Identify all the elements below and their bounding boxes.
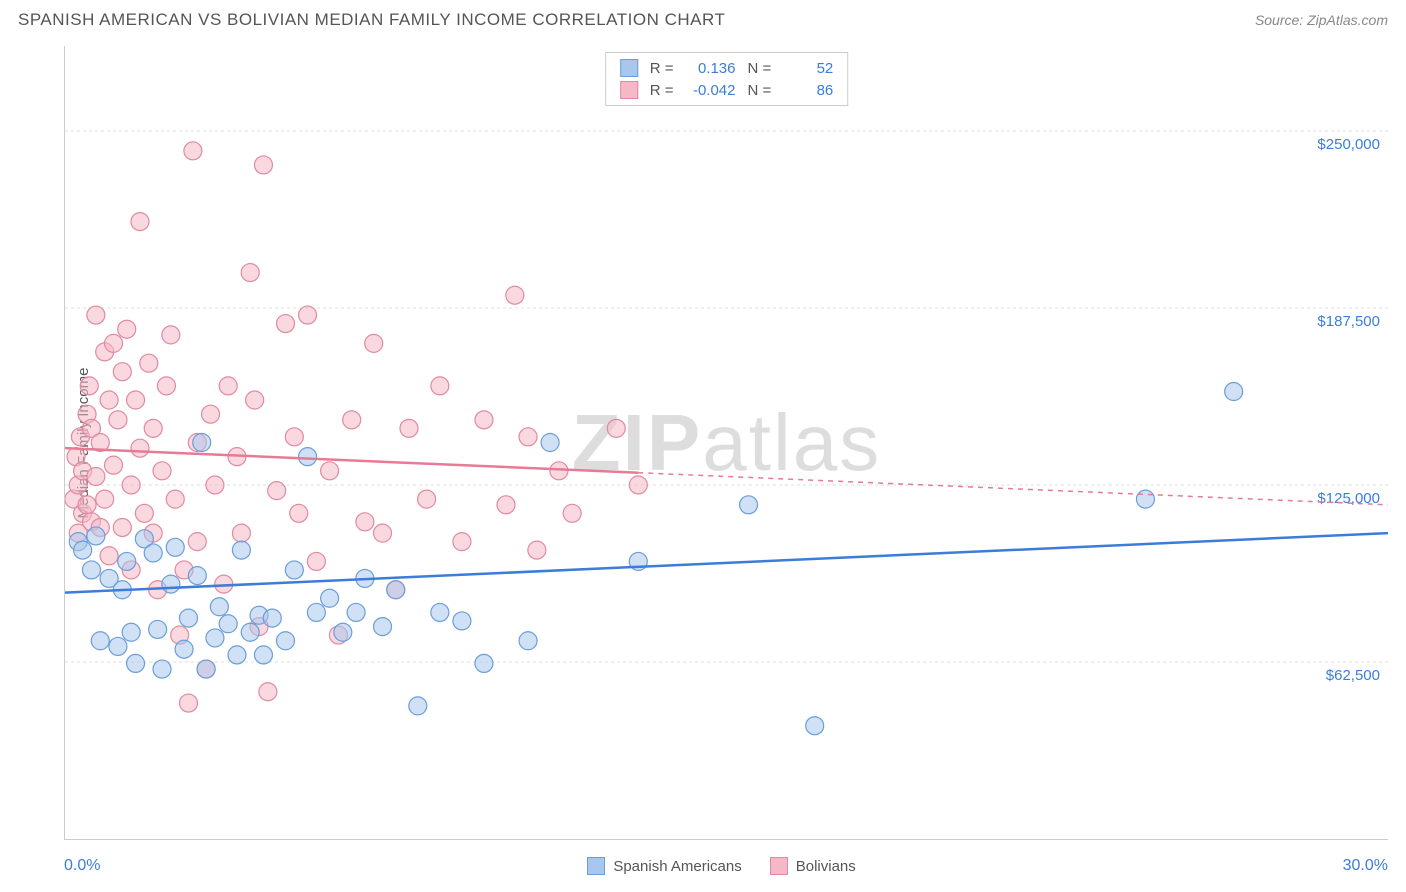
legend-swatch-icon [620,81,638,99]
source-attribution: Source: ZipAtlas.com [1255,12,1388,28]
header: SPANISH AMERICAN VS BOLIVIAN MEDIAN FAMI… [0,0,1406,36]
legend-swatch-icon [587,857,605,875]
legend-swatch-icon [770,857,788,875]
stats-row: R = -0.042 N = 86 [620,79,834,101]
plot-area: ZIPatlas R = 0.136 N = 52 R = -0.042 N =… [64,46,1388,840]
legend-label: Bolivians [796,858,856,875]
svg-text:$187,500: $187,500 [1317,313,1380,330]
scatter-svg: $62,500$125,000$187,500$250,000 [65,46,1388,839]
chart-title: SPANISH AMERICAN VS BOLIVIAN MEDIAN FAMI… [18,10,725,30]
n-value: 86 [783,82,833,99]
svg-text:$62,500: $62,500 [1326,667,1380,684]
svg-text:$250,000: $250,000 [1317,136,1380,153]
stats-row: R = 0.136 N = 52 [620,57,834,79]
x-axis-bar: 0.0% Spanish Americans Bolivians 30.0% [64,848,1388,884]
legend-label: Spanish Americans [613,858,741,875]
n-value: 52 [783,60,833,77]
stats-legend-box: R = 0.136 N = 52 R = -0.042 N = 86 [605,52,849,106]
r-value: -0.042 [686,82,736,99]
bottom-legend: Spanish Americans Bolivians [587,857,855,875]
x-axis-max: 30.0% [1343,857,1388,875]
chart-container: Median Family Income ZIPatlas R = 0.136 … [18,46,1388,840]
r-value: 0.136 [686,60,736,77]
legend-item: Bolivians [770,857,856,875]
x-axis-min: 0.0% [64,857,100,875]
legend-swatch-icon [620,59,638,77]
legend-item: Spanish Americans [587,857,741,875]
